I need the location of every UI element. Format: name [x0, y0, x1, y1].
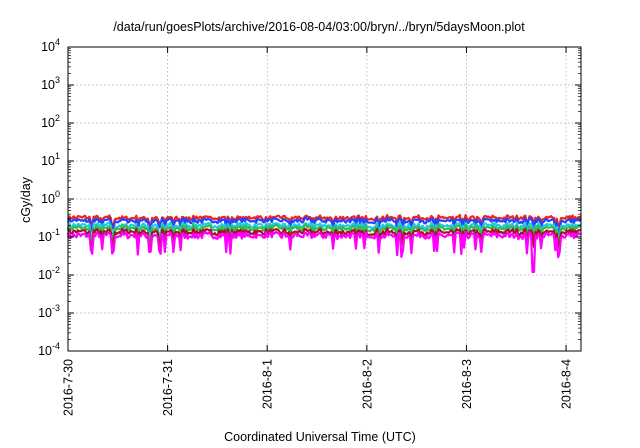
- y-tick-label: 100: [41, 189, 60, 206]
- y-tick-base: 10: [38, 230, 52, 244]
- y-tick-label: 102: [41, 113, 60, 130]
- y-tick-exponent: -2: [52, 265, 60, 275]
- y-tick-exponent: 0: [55, 189, 60, 199]
- y-tick-label: 10-4: [38, 341, 60, 358]
- y-tick-base: 10: [38, 268, 52, 282]
- y-tick-base: 10: [41, 40, 55, 54]
- x-tick-label: 2016-7-30: [62, 359, 76, 416]
- y-tick-base: 10: [41, 78, 55, 92]
- series-line: [66, 227, 582, 251]
- y-tick-base: 10: [38, 344, 52, 358]
- series-line: [66, 221, 582, 242]
- y-tick-label: 10-3: [38, 303, 60, 320]
- x-axis: 2016-7-30 2016-7-31 2016-8-1 2016-8-2 2016-8…: [62, 47, 574, 416]
- y-tick-label: 10-2: [38, 265, 60, 282]
- y-tick-base: 10: [41, 192, 55, 206]
- x-tick-label: 2016-8-3: [460, 359, 474, 409]
- y-tick-exponent: -3: [52, 303, 60, 313]
- series-group: [66, 213, 582, 274]
- series-line: [66, 213, 582, 230]
- y-tick-base: 10: [41, 154, 55, 168]
- y-tick-base: 10: [41, 116, 55, 130]
- chart-title: /data/run/goesPlots/archive/2016-08-04/0…: [113, 20, 525, 34]
- x-tick-label: 2016-7-31: [161, 359, 175, 416]
- y-tick-base: 10: [38, 306, 52, 320]
- y-tick-exponent: 3: [55, 75, 60, 85]
- x-tick-label: 2016-8-2: [360, 359, 374, 409]
- y-tick-label: 104: [41, 37, 60, 54]
- y-tick-label: 10-1: [38, 227, 60, 244]
- y-tick-exponent: -4: [52, 341, 60, 351]
- grid: [68, 47, 581, 351]
- y-tick-label: 103: [41, 75, 60, 92]
- y-tick-label: 101: [41, 151, 60, 168]
- x-tick-label: 2016-8-1: [261, 359, 275, 409]
- series-line: [66, 223, 582, 246]
- y-tick-exponent: 2: [55, 113, 60, 123]
- y-tick-exponent: -1: [52, 227, 60, 237]
- series-line: [67, 216, 582, 236]
- x-axis-label: Coordinated Universal Time (UTC): [224, 430, 416, 444]
- y-axis-label: cGy/day: [19, 176, 33, 223]
- series-line: [66, 230, 582, 274]
- x-tick-label: 2016-8-4: [560, 359, 574, 409]
- y-tick-exponent: 4: [55, 37, 60, 47]
- y-tick-exponent: 1: [55, 151, 60, 161]
